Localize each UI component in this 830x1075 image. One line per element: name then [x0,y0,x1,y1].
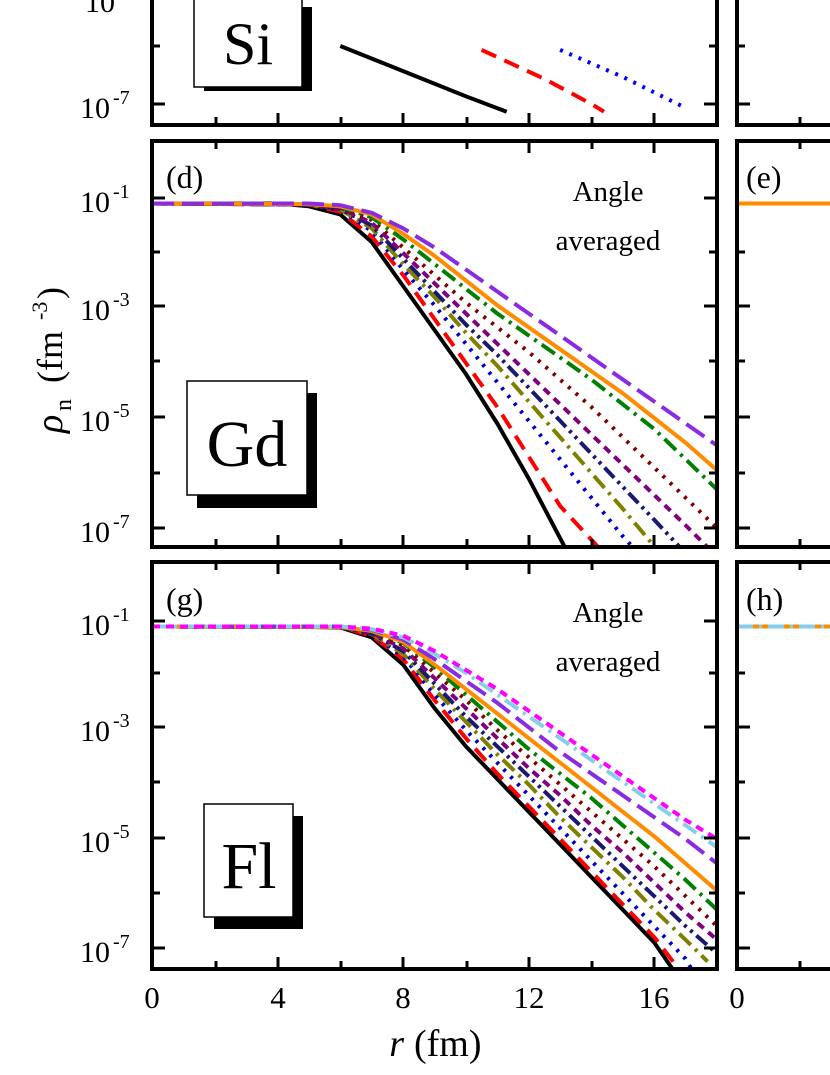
series-group-a [339,44,687,114]
svg-text:-3: -3 [113,710,130,732]
series-line-g-6 [152,624,717,928]
series-line-d-2 [152,201,636,547]
series-line-g-5 [152,624,717,942]
y-tick-labels-g: 10 -1 10 -3 10 -5 10 -7 [80,604,130,969]
svg-text:10: 10 [80,405,110,438]
panel-e: (e) [735,139,830,549]
svg-text:10: 10 [80,516,110,549]
panel-g: (g) Angle averaged 10 -1 10 -3 10 -5 10 -7 0… [80,560,719,1065]
series-line-g-11 [152,624,717,841]
series-line-a-2 [559,48,687,110]
x-tick-marks-g [214,562,656,969]
y-tick-label-a-top: 10 [85,0,115,19]
svg-text:8: 8 [395,980,411,1015]
svg-text:10: 10 [80,715,110,748]
series-group-d [152,201,717,547]
y-axis-label: ρ n (fm -3 ) [27,287,77,434]
svg-text:ρ: ρ [29,415,71,434]
svg-text:-7: -7 [113,87,130,109]
element-box-d: Gd [186,380,317,508]
svg-text:(fm): (fm) [414,1023,482,1065]
annotation-g-line2: averaged [556,646,661,678]
element-label-a: Si [223,11,273,77]
x-tick-labels-g: 0 4 8 12 16 [144,980,669,1015]
svg-text:r: r [389,1023,404,1065]
x-tick-marks-a [214,113,656,125]
y-tick-marks-a [152,44,717,106]
y-tick-marks-d [152,196,717,530]
element-box-g: Fl [203,803,303,929]
panel-label-g: (g) [166,581,203,617]
plot-frame-g [150,560,719,971]
tick-marks-e [737,141,802,547]
panel-h: (h) 0 [729,560,830,1015]
svg-text:-7: -7 [113,511,130,533]
svg-text:-5: -5 [113,400,130,422]
svg-text:12: 12 [514,980,545,1015]
svg-text:10: 10 [80,92,110,125]
x-tick-label-h-0: 0 [729,980,745,1015]
annotation-g-line1: Angle [573,597,644,629]
svg-text:16: 16 [639,980,670,1015]
element-box-a: Si [193,0,312,91]
plot-frame-e [735,139,830,549]
series-line-d-4 [152,201,683,547]
element-label-g: Fl [221,830,276,903]
panel-b [735,0,830,127]
plot-frame-d [150,139,719,549]
annotation-d-line1: Angle [573,176,644,208]
panel-label-d: (d) [166,159,203,195]
series-line-g-4 [152,624,717,956]
svg-text:-1: -1 [113,604,130,626]
annotation-d-line2: averaged [556,225,661,257]
svg-text:n: n [51,399,77,411]
svg-text:-5: -5 [113,821,130,843]
panel-label-h: (h) [746,581,783,617]
plot-frame-h [735,560,830,971]
svg-text:-7: -7 [113,931,130,953]
svg-text:4: 4 [270,980,286,1015]
panel-a: 10 -3 10 10-7 -7 Si [80,0,719,127]
svg-text:10: 10 [80,826,110,859]
y-tick-marks-g [152,619,717,950]
svg-text:10: 10 [80,609,110,642]
svg-text:10: 10 [80,294,110,327]
series-line-a-1 [480,48,606,114]
plot-frame-a [150,0,719,127]
x-tick-marks-d [214,141,656,547]
svg-text:-1: -1 [113,181,130,203]
svg-text:10: 10 [80,936,110,969]
series-group-g [152,624,717,969]
tick-marks-h [737,562,802,969]
panel-d: (d) Angle averaged 10 -1 10 -3 10 -5 10 -7 G… [80,139,719,549]
svg-text:10: 10 [80,186,110,219]
plot-frame-b [735,0,830,127]
series-line-g-1 [152,624,681,969]
element-label-d: Gd [207,408,288,481]
y-tick-exp-a-top: -3 [133,0,150,3]
series-line-a-0 [339,44,508,114]
svg-text:): ) [30,287,70,299]
x-axis-label: r (fm) [389,1023,481,1065]
y-tick-labels-d: 10 -1 10 -3 10 -5 10 -7 [80,181,130,549]
svg-text:-3: -3 [27,302,52,320]
y-tick-label-a: 10 10-7 -7 [80,87,130,125]
series-line-d-9 [152,201,717,448]
svg-text:(fm: (fm [30,331,70,383]
svg-text:0: 0 [144,980,160,1015]
y-tick-marks-b [737,44,802,125]
svg-text:-3: -3 [113,289,130,311]
panel-label-e: (e) [746,159,782,195]
